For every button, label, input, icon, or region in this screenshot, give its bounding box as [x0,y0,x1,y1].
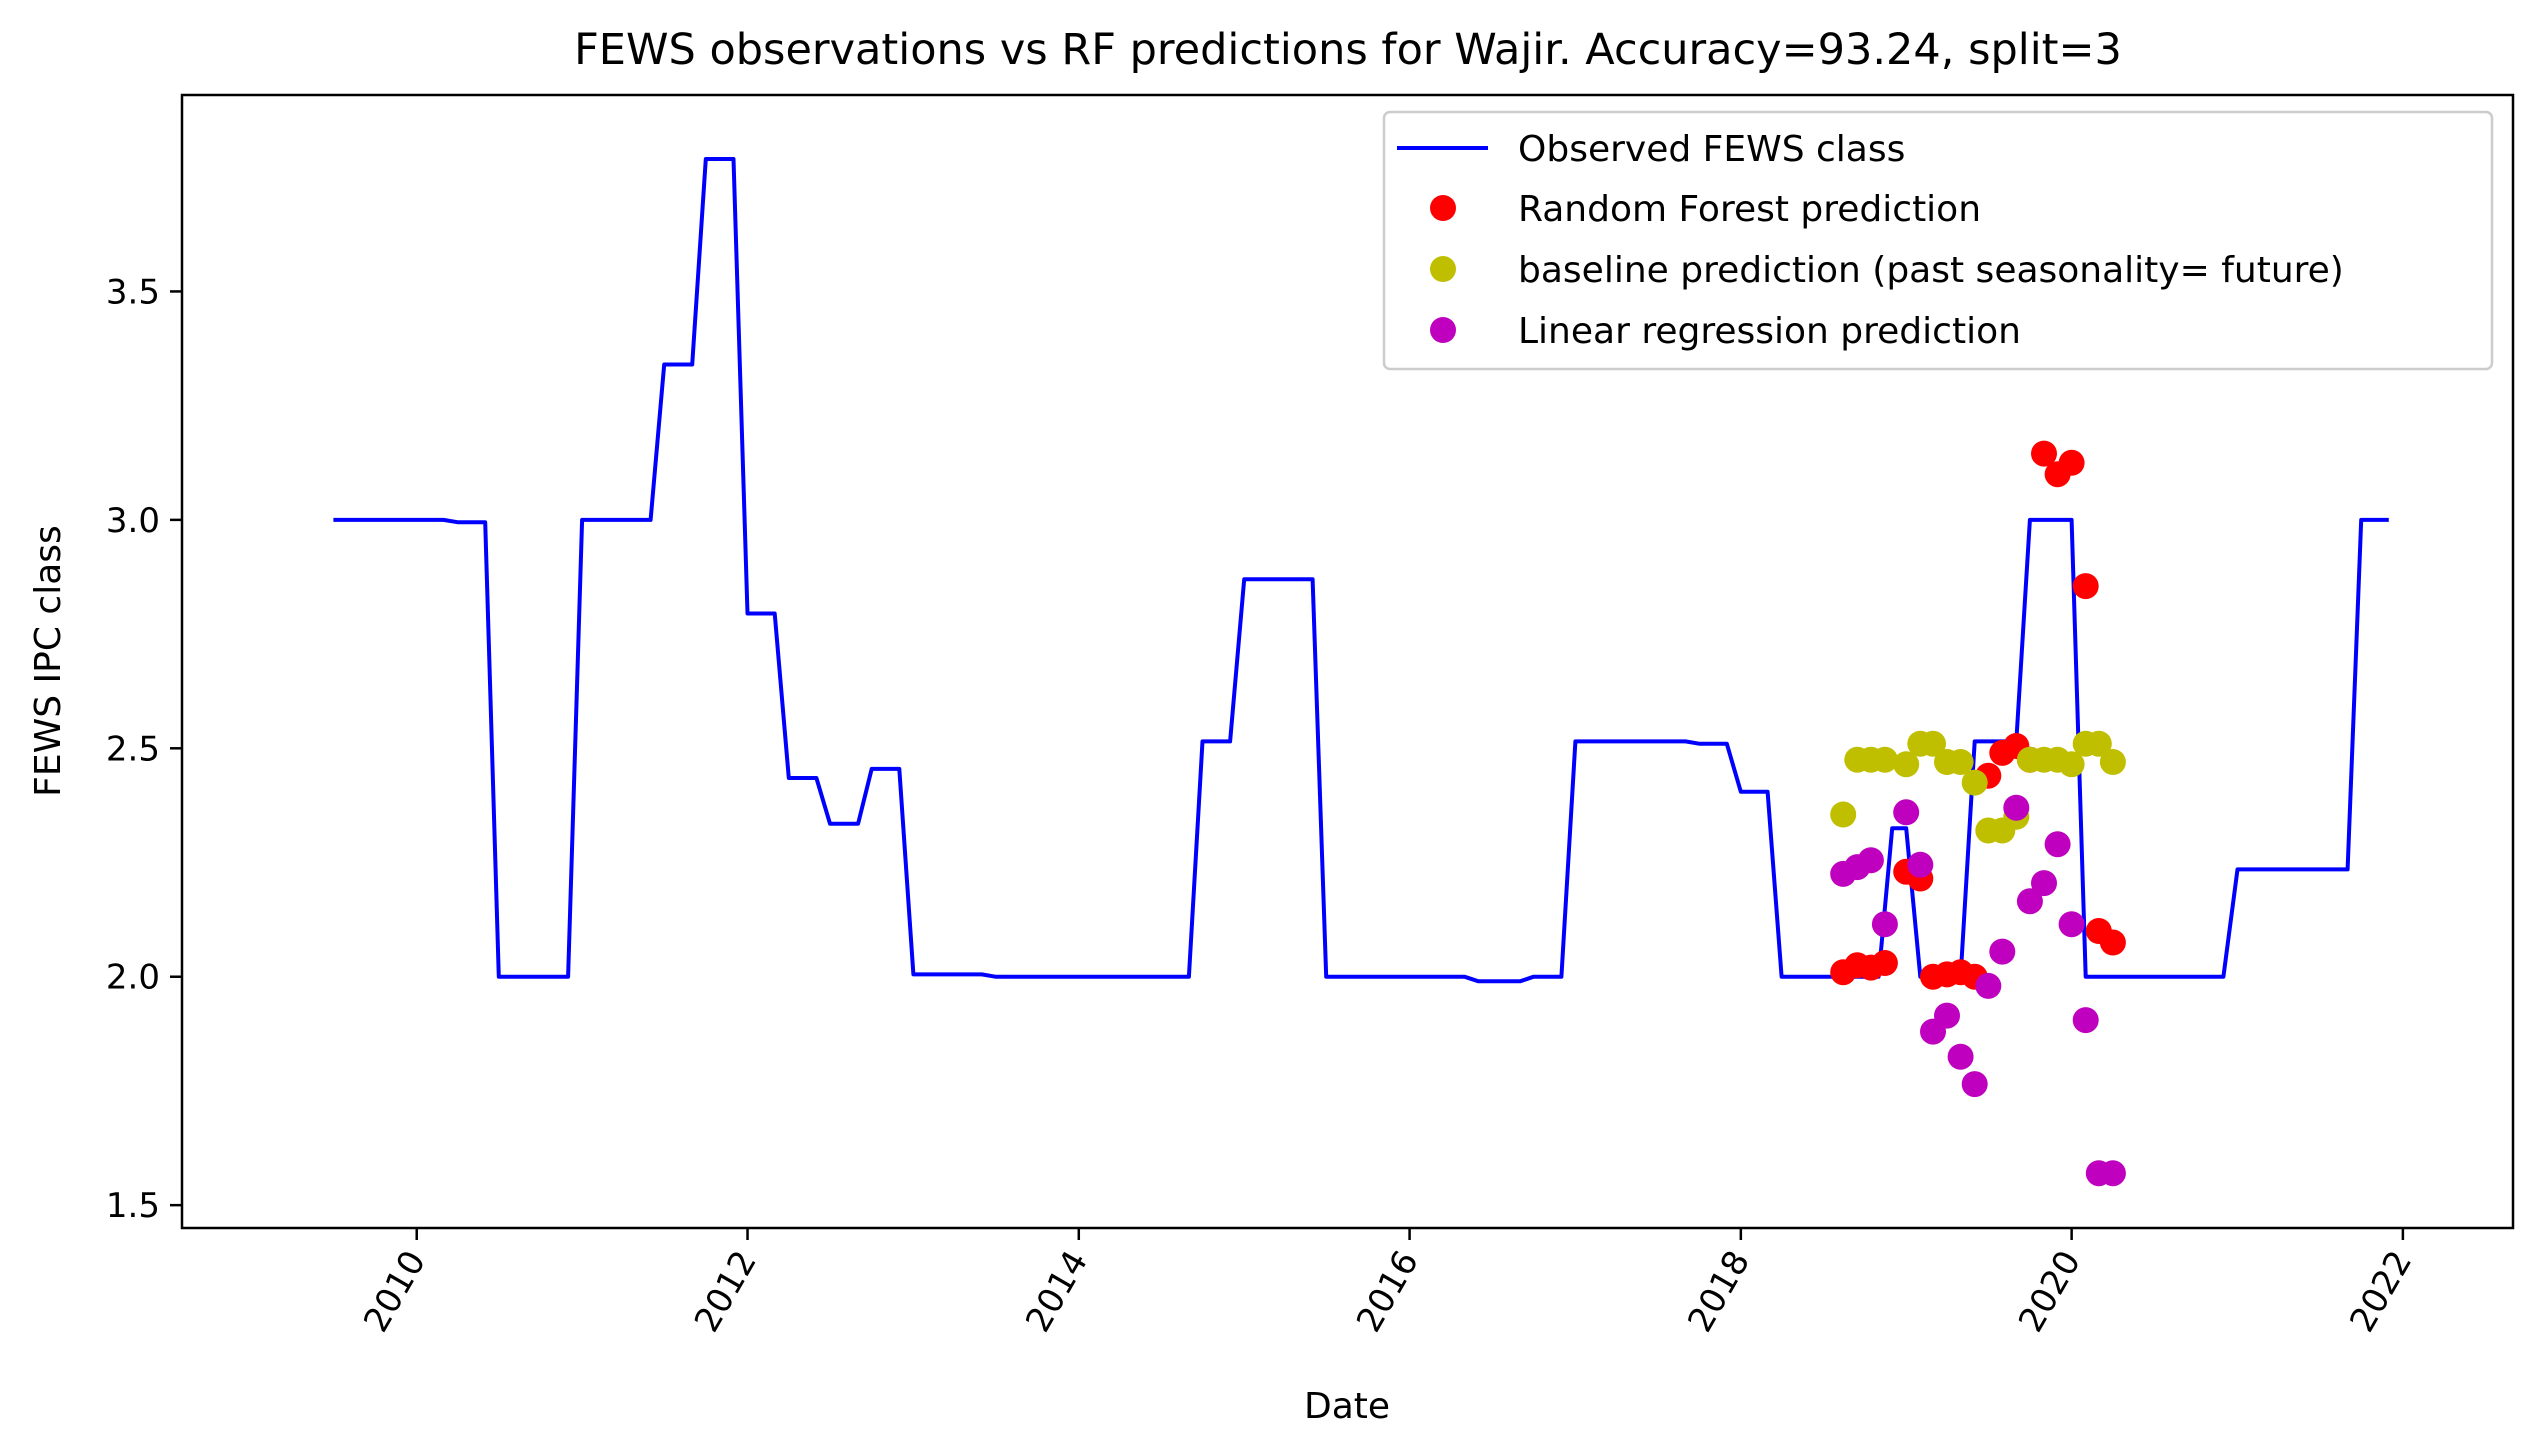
data-point-baseline-prediction-past-seasonality-future [1947,749,1974,775]
y-tick-label: 2.5 [106,729,160,769]
legend-label-random-forest: Random Forest prediction [1518,189,1981,230]
data-point-baseline-prediction-past-seasonality-future [2085,730,2112,757]
data-point-random-forest-prediction [2072,573,2099,600]
legend-marker-baseline [1430,256,1456,282]
y-tick-label: 3.0 [106,501,160,541]
data-point-linear-regression-prediction [2016,888,2043,915]
data-point-linear-regression-prediction [2058,911,2085,938]
chart-title: FEWS observations vs RF predictions for … [574,25,2122,75]
y-tick-label: 3.5 [106,272,160,312]
y-tick-label: 2.0 [106,958,160,998]
data-point-linear-regression-prediction [1857,847,1884,874]
data-point-linear-regression-prediction [2099,1160,2126,1187]
legend: Observed FEWS class Random Forest predic… [1382,110,2494,371]
x-axis-label: Date [1304,1386,1390,1427]
data-point-baseline-prediction-past-seasonality-future [1893,751,1920,778]
data-point-baseline-prediction-past-seasonality-future [1920,730,1946,757]
data-point-random-forest-prediction [2099,929,2126,956]
data-point-linear-regression-prediction [2031,870,2057,897]
data-point-baseline-prediction-past-seasonality-future [1961,769,1988,796]
data-point-linear-regression-prediction [1907,851,1934,878]
data-point-linear-regression-prediction [1871,911,1898,938]
y-axis-label: FEWS IPC class [28,525,69,797]
data-point-baseline-prediction-past-seasonality-future [1830,801,1857,828]
data-point-baseline-prediction-past-seasonality-future [1871,746,1898,773]
data-point-random-forest-prediction [1871,950,1898,976]
data-point-linear-regression-prediction [1975,972,2002,999]
data-point-linear-regression-prediction [1961,1071,1988,1098]
plot-area [333,157,2389,1187]
data-point-linear-regression-prediction [1934,1002,1960,1029]
series-random-forest-prediction [1830,440,2126,990]
data-point-linear-regression-prediction [2044,831,2071,858]
series-baseline-prediction-past-seasonality-future [1830,730,2126,844]
legend-marker-linear-regression [1430,317,1456,343]
data-point-linear-regression-prediction [2003,794,2030,821]
data-point-random-forest-prediction [2058,449,2085,476]
legend-label-baseline: baseline prediction (past seasonality= f… [1518,250,2344,291]
data-point-linear-regression-prediction [1893,799,1920,826]
data-point-linear-regression-prediction [2072,1007,2099,1034]
data-point-baseline-prediction-past-seasonality-future [2099,749,2126,775]
axes: 2010 2012 2014 2016 2018 2020 20221.52.02.53.0… [106,272,2420,1338]
legend-label-observed: Observed FEWS class [1518,129,1905,170]
data-point-baseline-prediction-past-seasonality-future [2058,751,2085,778]
legend-marker-random-forest [1430,195,1456,221]
legend-box [1382,110,2494,371]
series-linear-regression-prediction [1830,794,2126,1187]
legend-label-linear-regression: Linear regression prediction [1518,311,2021,352]
y-tick-label: 1.5 [106,1186,160,1226]
data-point-random-forest-prediction [2031,440,2057,467]
plot-frame [180,93,2515,1230]
data-point-linear-regression-prediction [1989,938,2016,965]
data-point-linear-regression-prediction [1947,1043,1974,1070]
